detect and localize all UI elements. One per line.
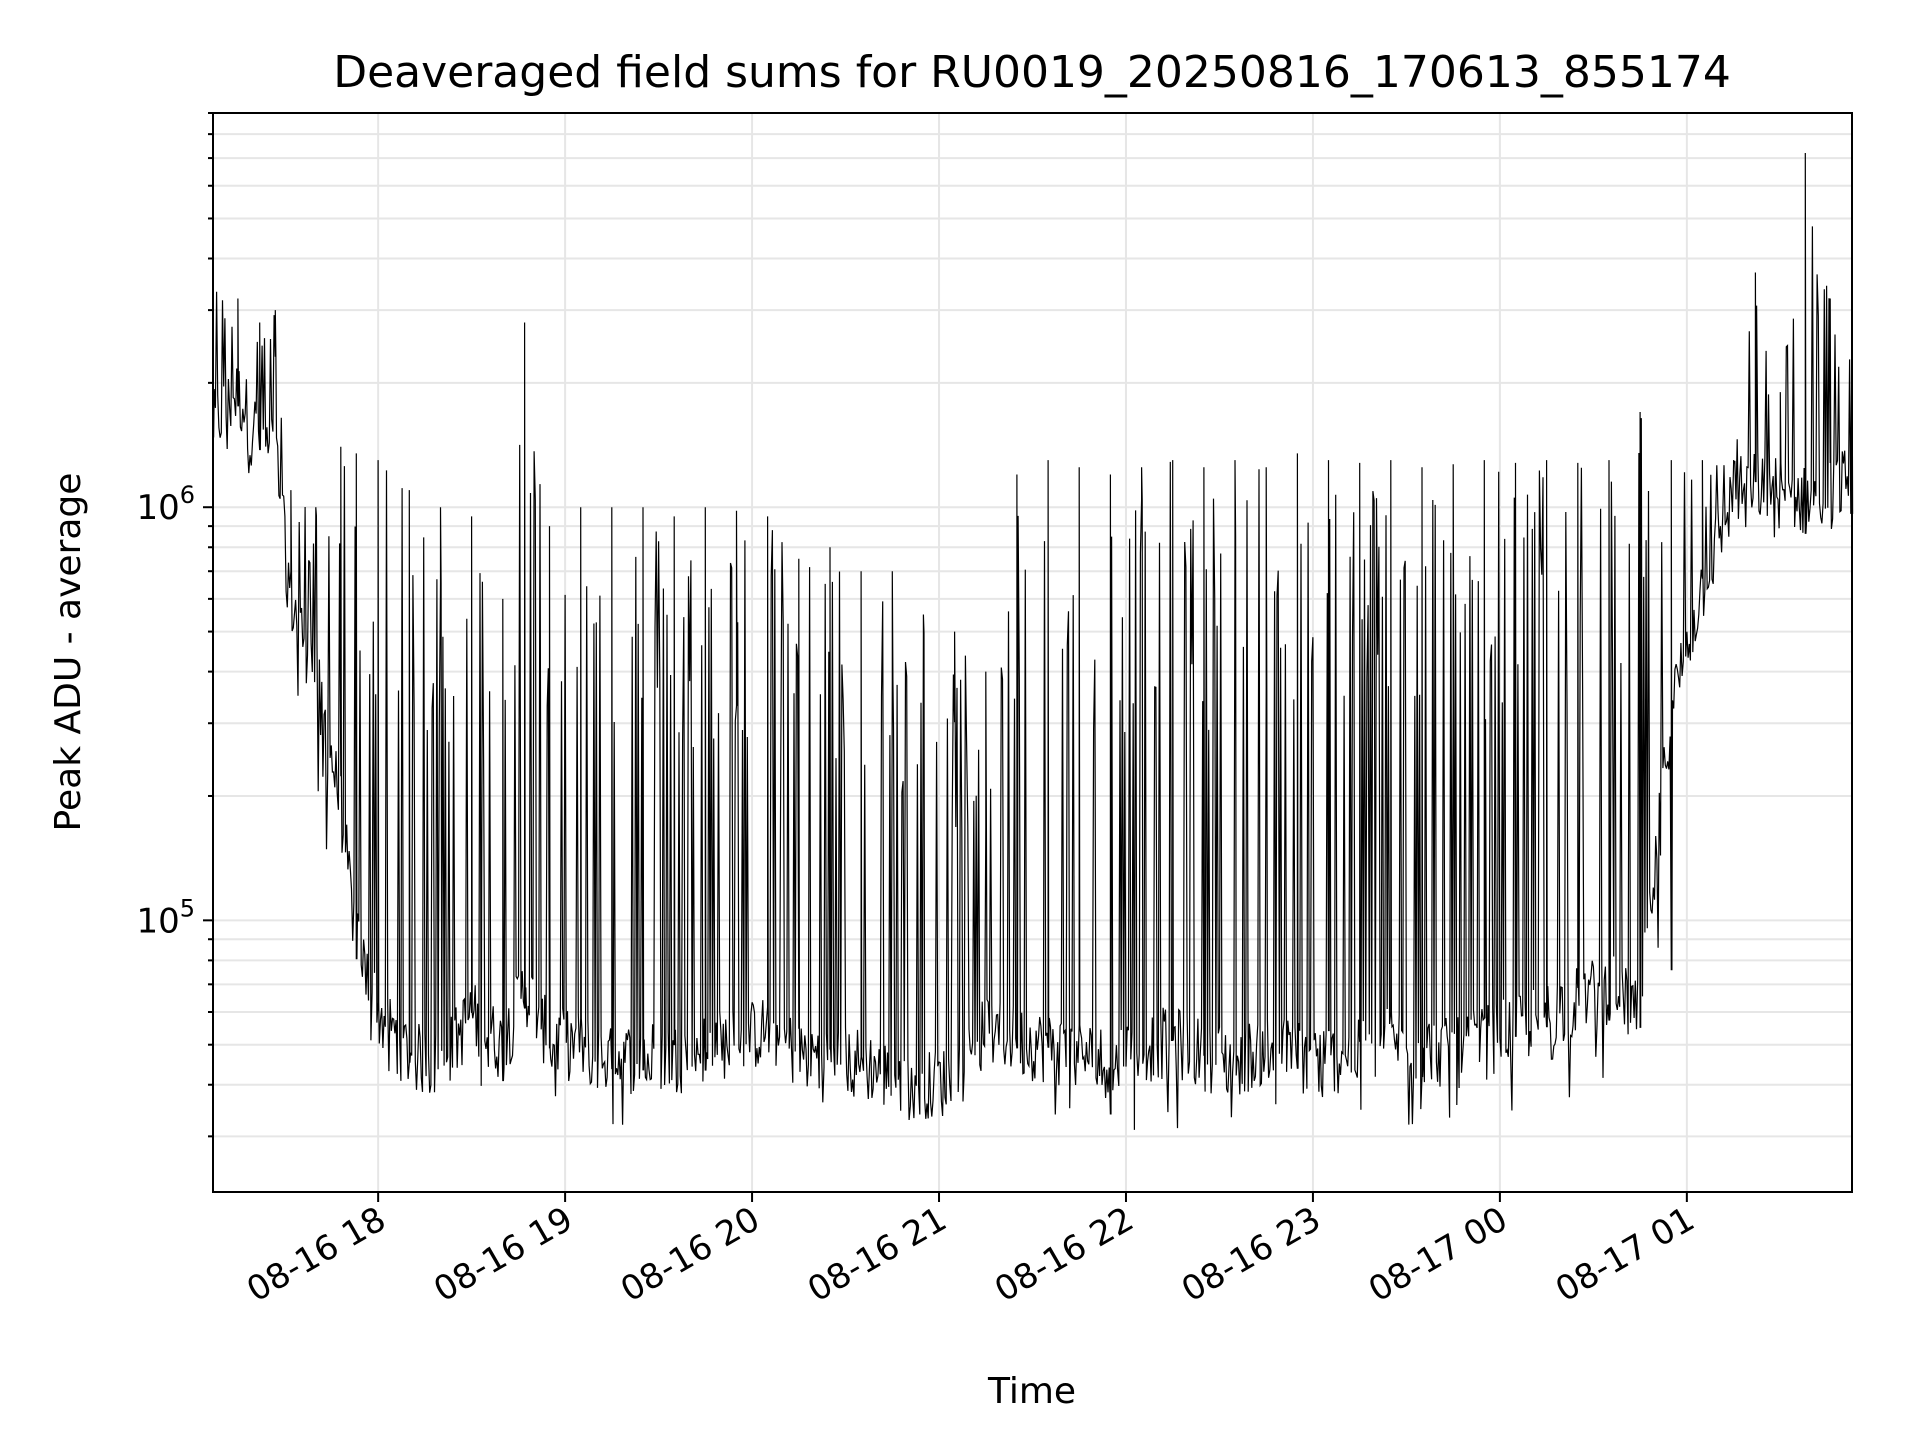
series-line-path bbox=[212, 152, 1854, 1130]
plot-frame bbox=[212, 112, 1853, 1193]
x-axis-label: Time bbox=[987, 1371, 1076, 1412]
y-tick-label: 105 bbox=[136, 894, 195, 941]
y-axis-label: Peak ADU - average bbox=[48, 473, 89, 832]
y-axis-ticks: 105 106 bbox=[136, 112, 213, 1138]
chart-title: Deaveraged field sums for RU0019_2025081… bbox=[333, 47, 1731, 98]
y-tick-label: 106 bbox=[136, 481, 195, 528]
series-line bbox=[212, 152, 1854, 1130]
